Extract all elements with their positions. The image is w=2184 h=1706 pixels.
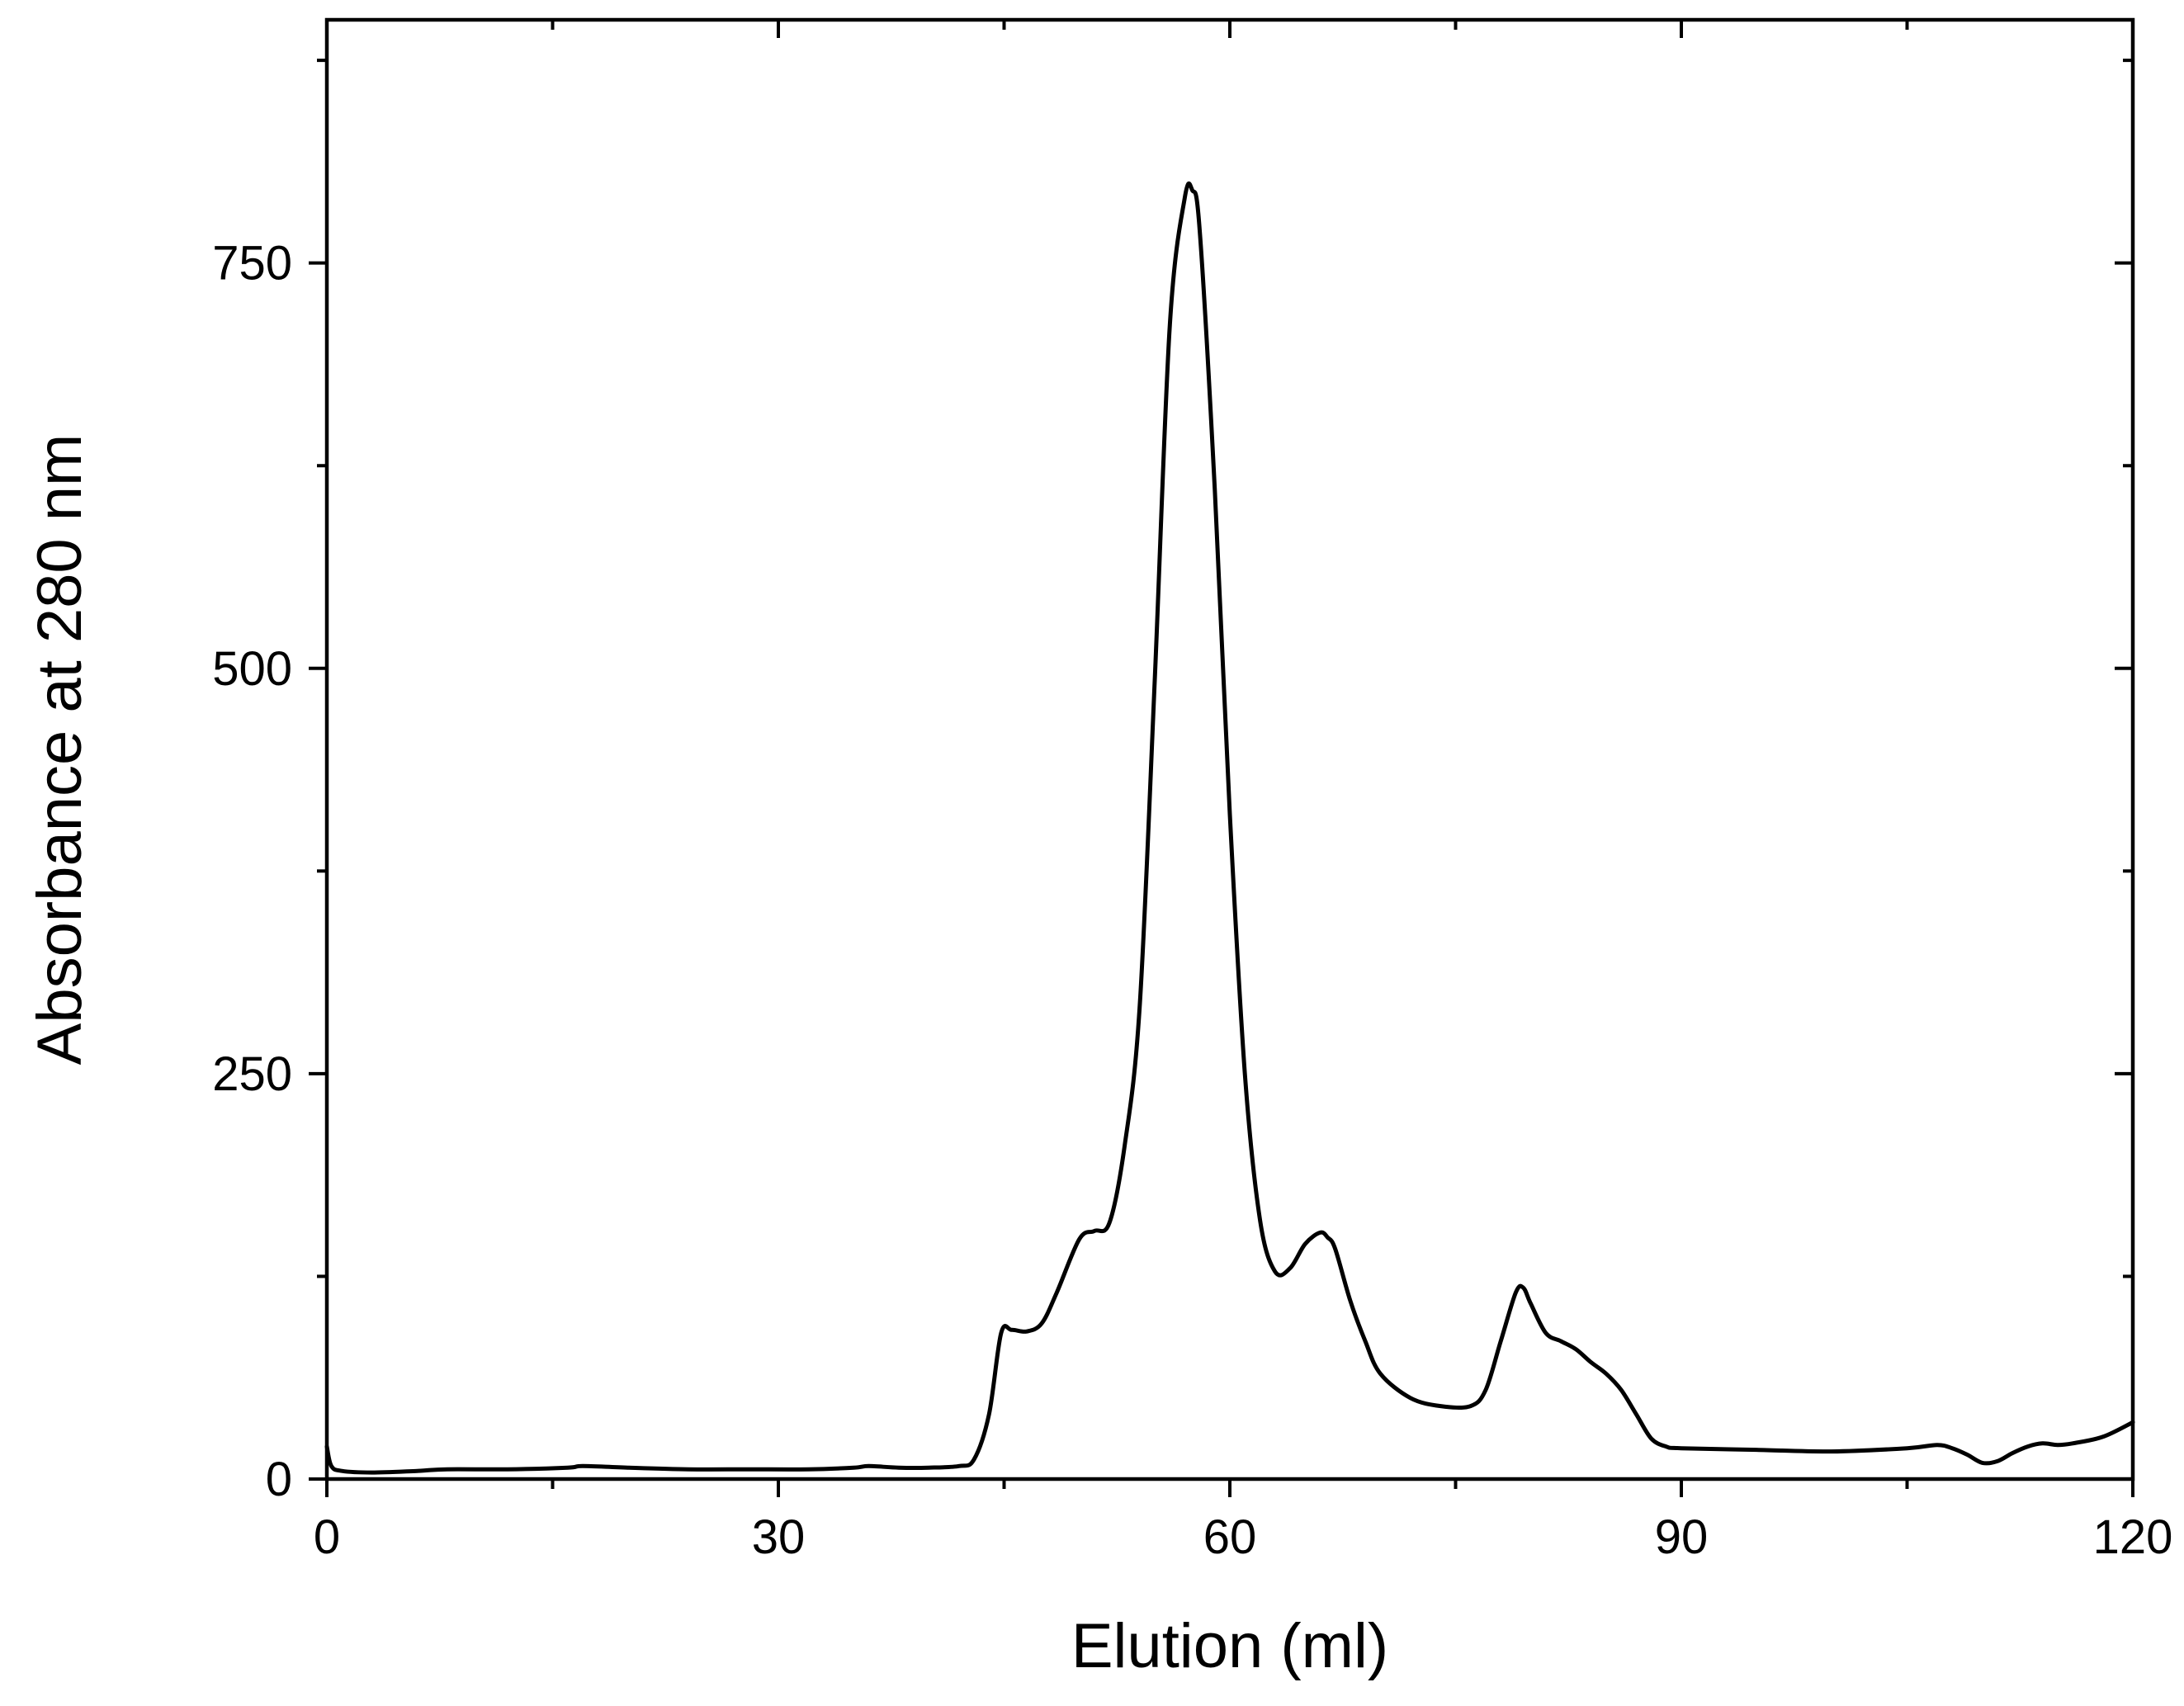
- x-tick-label: 60: [1203, 1510, 1257, 1564]
- y-tick-label: 500: [212, 642, 292, 696]
- x-tick-label: 90: [1655, 1510, 1709, 1564]
- axis-tick-labels: 0 30 60 90 120 0 250 500 750: [212, 237, 2172, 1564]
- x-axis-title: Elution (ml): [1071, 1611, 1388, 1681]
- x-tick-label: 30: [752, 1510, 806, 1564]
- x-tick-label: 0: [314, 1510, 340, 1564]
- y-axis-title: Absorbance at 280 nm: [25, 434, 95, 1066]
- y-tick-label: 750: [212, 237, 292, 291]
- x-tick-label: 120: [2093, 1510, 2173, 1564]
- y-tick-label: 0: [266, 1453, 292, 1506]
- axis-ticks: [309, 20, 2134, 1497]
- y-tick-label: 250: [212, 1047, 292, 1101]
- absorbance-curve: [324, 181, 2135, 1475]
- plot-frame: [324, 17, 2135, 1482]
